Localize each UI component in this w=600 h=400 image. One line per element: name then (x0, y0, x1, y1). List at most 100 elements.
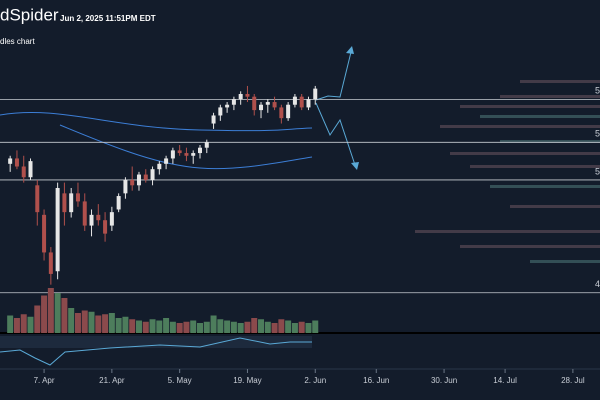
volume-bar (81, 310, 88, 333)
indicator-band (0, 336, 312, 348)
volume-bar (108, 313, 115, 333)
brand: dSpider (0, 5, 59, 24)
projection-arrow (315, 47, 353, 101)
candle-body (55, 187, 60, 272)
candle-body (136, 174, 141, 186)
y-tick-label: 5 (595, 129, 600, 139)
volume-bar (298, 321, 305, 333)
candle-body (96, 214, 101, 221)
volume-bar (122, 316, 129, 333)
candle-body (313, 88, 318, 100)
candle-body (177, 150, 182, 154)
volume-bar (156, 320, 163, 333)
candle-body (89, 214, 94, 226)
volume-bar (149, 319, 156, 333)
volume-bar (203, 321, 210, 333)
moving-average (0, 112, 313, 132)
candle-body (123, 179, 128, 194)
candle-body (14, 158, 19, 167)
x-tick-label: 16. Jun (363, 376, 389, 385)
candle-body (116, 196, 121, 210)
x-tick-label: 2. Jun (304, 376, 326, 385)
volume-bar (244, 321, 251, 333)
candle-body (164, 158, 169, 164)
candle-body (272, 102, 277, 108)
candle-body (48, 252, 53, 274)
volume-bar (210, 315, 217, 333)
volume-bar (135, 320, 142, 333)
timestamp: Jun 2, 2025 11:51PM EDT (60, 14, 156, 23)
volume-bar (27, 316, 34, 333)
candle-body (299, 96, 304, 108)
volume-bar (102, 314, 109, 333)
candle-body (259, 104, 264, 111)
x-tick-label: 30. Jun (431, 376, 457, 385)
volume-bar (190, 320, 197, 333)
volume-bar (285, 320, 292, 333)
x-tick-label: 7. Apr (34, 376, 55, 385)
volume-bar (95, 315, 102, 333)
candle-body (245, 93, 250, 97)
candle-body (279, 107, 284, 119)
moving-average (59, 124, 313, 170)
candle-body (21, 166, 26, 178)
candle-body (28, 161, 33, 178)
y-tick-label: 5 (595, 166, 600, 176)
candle-body (238, 93, 243, 100)
arrow-head (351, 162, 359, 170)
volume-bar (41, 295, 48, 333)
candle-body (103, 220, 108, 234)
candle-body (69, 193, 74, 213)
candle-body (130, 179, 135, 186)
candle-body (109, 212, 114, 226)
volume-bar (224, 320, 231, 333)
candle-body (42, 214, 47, 253)
candle-body (225, 104, 230, 108)
volume-bar (68, 308, 75, 333)
candle-body (150, 169, 155, 180)
volume-bar (197, 323, 203, 333)
candle-body (252, 96, 257, 111)
volume-bar (129, 319, 136, 333)
candle-body (184, 153, 189, 156)
volume-bar (271, 323, 278, 333)
volume-bar (264, 321, 271, 333)
candle-body (204, 142, 209, 148)
volume-bar (61, 298, 68, 333)
x-tick-label: 5. May (168, 376, 192, 385)
y-tick-label: 5 (595, 86, 600, 96)
candle-body (170, 150, 175, 159)
volume-bar (47, 288, 54, 333)
candle-body (191, 153, 196, 156)
volume-profile (415, 80, 600, 263)
x-tick-label: 19. May (233, 376, 261, 385)
candle-body (8, 158, 13, 164)
candle-body (292, 96, 297, 105)
candle-body (75, 193, 80, 202)
candle-body (82, 201, 87, 226)
volume-bar (183, 321, 190, 333)
candle-body (306, 99, 311, 108)
volume-bar (312, 320, 319, 333)
x-tick-label: 28. Jul (561, 376, 585, 385)
indicator-line (0, 337, 312, 366)
volume-bar (34, 305, 41, 333)
volume-bar (169, 321, 176, 333)
volume-bar (54, 293, 61, 333)
volume-bar (258, 319, 265, 333)
candle-body (157, 163, 162, 170)
volume-bar (7, 315, 14, 333)
volume-bar (278, 319, 285, 333)
volume-bar (74, 313, 81, 333)
candle-body (231, 99, 236, 105)
volume-bar (251, 318, 258, 333)
candle-body (62, 193, 67, 213)
candle-body (218, 107, 223, 116)
candle-body (143, 174, 148, 180)
candle-body (286, 104, 291, 119)
volume-bar (20, 314, 27, 333)
volume-bar (217, 319, 224, 333)
volume-bar (291, 323, 298, 333)
volume-bar (176, 323, 183, 333)
